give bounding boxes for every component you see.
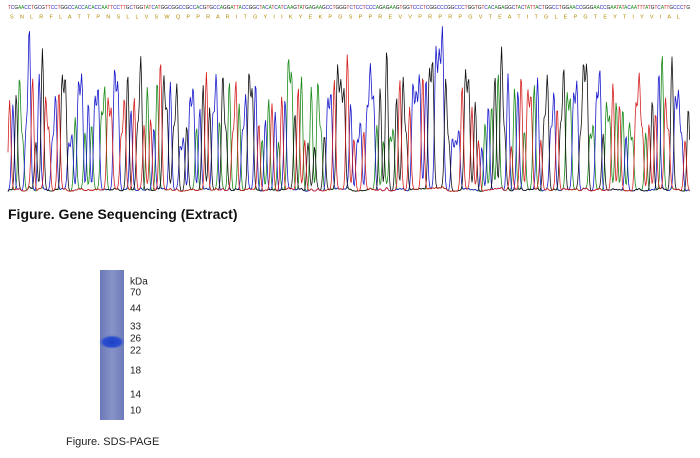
marker-label: 22 bbox=[130, 346, 142, 357]
marker-label: 44 bbox=[130, 304, 142, 315]
marker-label: kDa bbox=[130, 277, 148, 288]
trace bbox=[7, 26, 690, 192]
marker-label: 33 bbox=[130, 322, 142, 333]
marker-label: 26 bbox=[130, 334, 142, 345]
protein-sequence: S N L R F L A T T P N S L L V S W Q P P … bbox=[10, 14, 680, 20]
trace bbox=[7, 54, 690, 192]
chromatogram: TCGAACCTGCGTTCCTGGCCACCACACCAATTCCTTGCTG… bbox=[7, 5, 690, 192]
figure-caption: Figure. SDS-PAGE bbox=[66, 436, 160, 448]
marker-label: 18 bbox=[130, 366, 142, 377]
figure-caption: Figure. Gene Sequencing (Extract) bbox=[8, 206, 238, 222]
trace-group bbox=[7, 26, 690, 192]
dna-sequence: TCGAACCTGCGTTCCTGGCCACCACACCAATTCCTTGCTG… bbox=[8, 5, 690, 11]
marker-label: 14 bbox=[130, 390, 142, 401]
protein-band bbox=[99, 335, 125, 349]
marker-label: 10 bbox=[130, 406, 142, 417]
marker-label: 70 bbox=[130, 288, 142, 299]
